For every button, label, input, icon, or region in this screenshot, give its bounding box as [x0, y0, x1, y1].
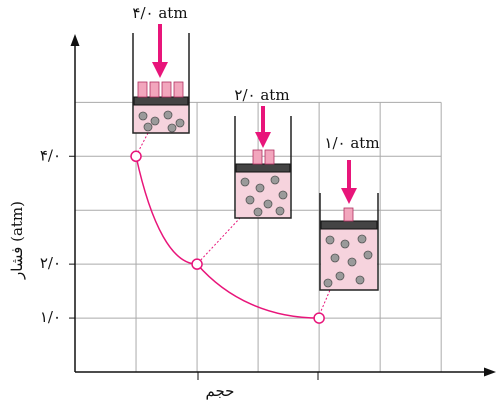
x-axis-label: حجم: [206, 382, 235, 400]
y-tick-label: ۴/۰: [40, 146, 61, 164]
point: [192, 259, 202, 269]
annotation: ۱/۰ atm: [324, 134, 379, 152]
cylinder: [235, 106, 291, 218]
point: [314, 313, 324, 323]
y-axis-label: فشار (atm): [8, 201, 26, 280]
y-tick-label: ۲/۰: [40, 254, 61, 272]
cylinder: [320, 160, 378, 290]
cylinder: [133, 24, 189, 133]
connector: [198, 218, 240, 263]
annotation: ۲/۰ atm: [234, 86, 289, 104]
y-tick-label: ۱/۰: [40, 308, 61, 326]
chart: حجم فشار (atm) ۴/۰ atm ۲/۰ atm ۱/۰ atm ۱…: [0, 0, 496, 404]
point: [131, 151, 141, 161]
annotation: ۴/۰ atm: [132, 4, 187, 22]
